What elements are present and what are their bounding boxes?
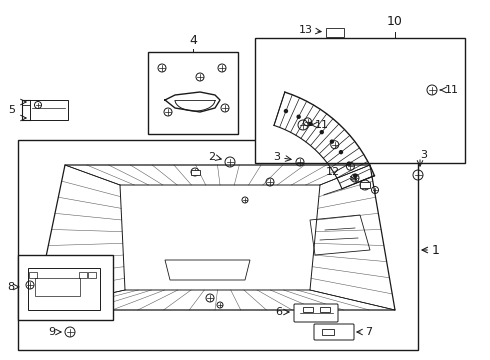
FancyBboxPatch shape: [294, 304, 338, 322]
FancyBboxPatch shape: [314, 324, 354, 340]
Circle shape: [347, 162, 350, 165]
Circle shape: [309, 122, 312, 125]
Bar: [326, 27, 344, 36]
Circle shape: [285, 109, 288, 113]
Text: 8: 8: [7, 282, 14, 292]
Bar: [191, 170, 199, 175]
Text: 13: 13: [299, 25, 313, 35]
Text: 3: 3: [273, 152, 280, 162]
Text: 10: 10: [387, 15, 403, 28]
Bar: [29, 272, 37, 278]
Text: 6: 6: [275, 307, 282, 317]
Text: 5: 5: [8, 105, 15, 115]
Text: 7: 7: [365, 327, 372, 337]
Bar: [360, 182, 370, 188]
Circle shape: [340, 151, 343, 154]
Bar: [320, 306, 330, 311]
Text: 2: 2: [208, 152, 215, 162]
Circle shape: [297, 115, 300, 118]
Bar: [35, 278, 80, 296]
Bar: [255, 38, 465, 163]
Bar: [88, 272, 96, 278]
Circle shape: [354, 174, 357, 177]
Bar: [28, 268, 100, 310]
Bar: [18, 255, 113, 320]
Bar: [30, 100, 68, 120]
Text: 11: 11: [315, 120, 329, 130]
Bar: [322, 329, 334, 335]
Bar: [303, 306, 313, 311]
Text: 4: 4: [189, 34, 197, 47]
Circle shape: [330, 140, 333, 143]
Bar: [79, 272, 87, 278]
Circle shape: [320, 131, 323, 134]
Text: 9: 9: [48, 327, 55, 337]
Bar: [148, 52, 238, 134]
Bar: [18, 140, 418, 350]
Text: 12: 12: [326, 167, 340, 177]
Text: 3: 3: [420, 150, 427, 160]
Text: 11: 11: [445, 85, 459, 95]
Text: 1: 1: [432, 243, 440, 256]
